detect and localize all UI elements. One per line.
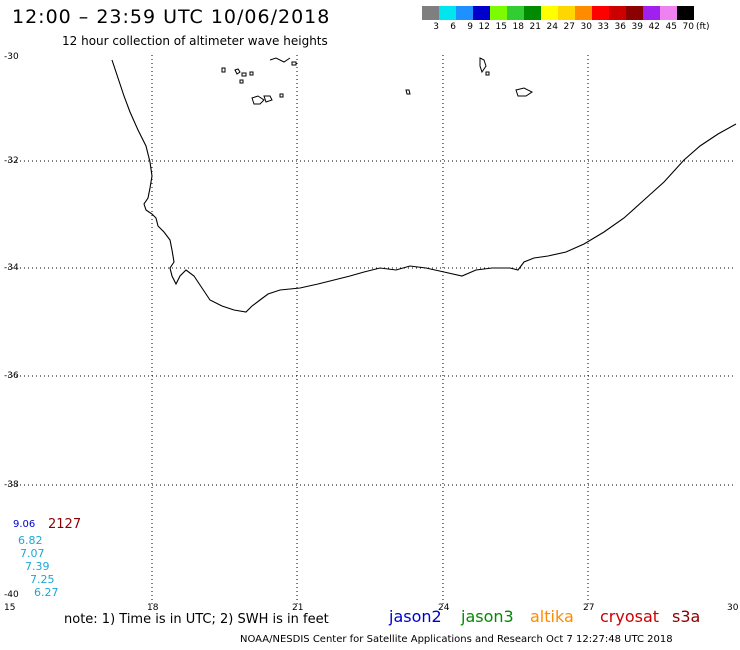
island — [279, 93, 284, 98]
lat-label: -30 — [4, 52, 19, 62]
colorbar-swatch — [575, 6, 592, 20]
colorbar-label: 24 — [546, 22, 558, 32]
map-title: 12:00 – 23:59 UTC 10/06/2018 — [12, 6, 331, 28]
colorbar-swatch — [439, 6, 456, 20]
swh-value: 6.82 — [18, 534, 43, 547]
island — [249, 71, 254, 76]
lon-label: 18 — [147, 603, 159, 613]
colorbar-label: 3 — [433, 22, 439, 32]
island — [405, 89, 411, 95]
colorbar-swatch — [592, 6, 609, 20]
south-africa-coastline — [111, 59, 737, 313]
colorbar-swatch — [643, 6, 660, 20]
lon-label: 15 — [4, 603, 16, 613]
colorbar-label: 33 — [597, 22, 609, 32]
credit-line: NOAA/NESDIS Center for Satellite Applica… — [240, 634, 673, 645]
colorbar-swatch — [524, 6, 541, 20]
colorbar-label: 39 — [631, 22, 643, 32]
swh-value: 6.27 — [34, 586, 59, 599]
colorbar-swatch — [507, 6, 524, 20]
swh-value: 7.07 — [20, 547, 45, 560]
colorbar-swatch — [660, 6, 677, 20]
colorbar-swatch — [473, 6, 490, 20]
colorbar-swatch — [456, 6, 473, 20]
colorbar-label: 30 — [580, 22, 592, 32]
lon-label: 27 — [583, 603, 595, 613]
swh-value: 7.25 — [30, 573, 55, 586]
colorbar-unit: (ft) — [696, 22, 710, 32]
legend-altika: altika — [530, 607, 574, 626]
colorbar-swatch — [626, 6, 643, 20]
colorbar-swatch — [677, 6, 694, 20]
lon-label: 24 — [438, 603, 450, 613]
legend-s3a: s3a — [672, 607, 701, 626]
colorbar-swatch — [422, 6, 439, 20]
island — [221, 67, 226, 73]
island — [485, 71, 490, 76]
colorbar-label: 27 — [563, 22, 575, 32]
graticule — [8, 55, 735, 605]
colorbar-label: 21 — [529, 22, 541, 32]
island — [251, 95, 265, 105]
swh-value: 7.39 — [25, 560, 50, 573]
legend-jason2: jason2 — [389, 607, 442, 626]
colorbar-label: 45 — [665, 22, 677, 32]
colorbar-swatch — [609, 6, 626, 20]
colorbar-label: 36 — [614, 22, 626, 32]
legend-cryosat: cryosat — [600, 607, 660, 626]
footer-note: note: 1) Time is in UTC; 2) SWH is in fe… — [64, 612, 329, 627]
legend-jason3: jason3 — [461, 607, 514, 626]
island — [269, 57, 291, 63]
island — [239, 79, 244, 84]
offshore-islands — [221, 57, 533, 105]
wave-height-colorbar — [422, 6, 694, 20]
colorbar-label: 70 — [682, 22, 694, 32]
lon-label: 30 — [727, 603, 739, 613]
island — [479, 57, 487, 74]
colorbar-label: 12 — [478, 22, 490, 32]
lon-label: 21 — [292, 603, 304, 613]
colorbar-swatch — [490, 6, 507, 20]
island — [515, 87, 533, 97]
colorbar-label: 15 — [495, 22, 507, 32]
lat-label: -40 — [4, 590, 19, 600]
colorbar-swatch — [541, 6, 558, 20]
colorbar-labels: 3 6 9 12 15 18 21 24 27 30 33 36 39 42 45 70 (ft) — [422, 22, 710, 32]
colorbar-label: 9 — [467, 22, 473, 32]
colorbar-swatch — [558, 6, 575, 20]
lat-label: -34 — [4, 263, 19, 273]
swh-value-first: 9.06 — [13, 519, 36, 530]
lat-label: -32 — [4, 156, 19, 166]
island — [241, 72, 247, 77]
swh-observation-count: 2127 — [48, 517, 82, 532]
colorbar-label: 18 — [512, 22, 524, 32]
colorbar-label: 42 — [648, 22, 660, 32]
colorbar-label: 6 — [450, 22, 456, 32]
island — [234, 68, 241, 75]
lat-label: -36 — [4, 371, 19, 381]
lat-label: -38 — [4, 480, 19, 490]
island — [291, 61, 297, 66]
map-subtitle: 12 hour collection of altimeter wave hei… — [62, 34, 328, 48]
island — [263, 95, 273, 103]
